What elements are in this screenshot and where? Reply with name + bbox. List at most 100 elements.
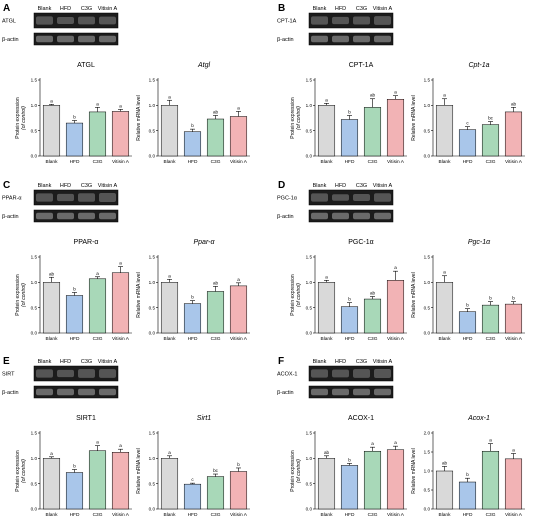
bar bbox=[183, 483, 202, 510]
blot-row-label: β-actin bbox=[277, 37, 294, 43]
chart-title: PPAR-α bbox=[74, 239, 99, 246]
bar bbox=[317, 282, 336, 334]
western-blot: Blank HFD C3G Vitisin A PPAR-α β-actin bbox=[2, 183, 119, 223]
significance-letter: a bbox=[168, 450, 171, 455]
bar-chart-acox-1: ACOX-1 Protein expression (of control) 0.0 0… bbox=[290, 415, 407, 518]
blot-lane-label: Vitisin A bbox=[373, 359, 393, 365]
significance-letter: ab bbox=[213, 109, 219, 114]
significance-letter: a bbox=[50, 451, 53, 456]
blot-strip bbox=[308, 12, 394, 29]
bar bbox=[504, 303, 523, 334]
western-blot: Blank HFD C3G Vitisin A ACOX-1 β-actin bbox=[277, 359, 394, 399]
bar bbox=[458, 481, 477, 510]
bar bbox=[340, 119, 359, 157]
significance-letter: a bbox=[443, 93, 446, 98]
blot-band bbox=[374, 388, 391, 396]
blot-strip bbox=[33, 12, 119, 29]
bar bbox=[111, 272, 130, 334]
blot-band bbox=[57, 388, 74, 396]
x-tick-label: Blank bbox=[439, 336, 452, 342]
y-tick-label: 1.0 bbox=[31, 103, 38, 108]
x-tick-label: C3G bbox=[486, 512, 496, 518]
y-tick-label: 0.0 bbox=[149, 507, 156, 512]
blot-band bbox=[57, 193, 74, 202]
x-tick-label: C3G bbox=[368, 512, 378, 518]
y-tick-label: 1.0 bbox=[149, 456, 156, 461]
x-tick-label: Vitisin A bbox=[505, 159, 523, 165]
y-axis-label: Relative mRNA level bbox=[136, 272, 142, 318]
blot-band bbox=[36, 35, 53, 43]
bar bbox=[386, 99, 405, 157]
blot-band bbox=[353, 388, 370, 396]
bar bbox=[340, 465, 359, 510]
x-tick-label: C3G bbox=[486, 336, 496, 342]
significance-letter: b bbox=[191, 123, 194, 128]
blot-row-label: SIRT bbox=[2, 372, 15, 378]
significance-letter: a bbox=[489, 438, 492, 443]
bar bbox=[435, 282, 454, 334]
x-tick-label: HFD bbox=[345, 512, 355, 518]
x-tick-label: C3G bbox=[93, 512, 103, 518]
blot-lane-label: HFD bbox=[60, 6, 71, 12]
x-tick-label: Vitisin A bbox=[230, 512, 248, 518]
blot-row-label: ATGL bbox=[2, 19, 16, 25]
x-tick-label: Blank bbox=[164, 336, 177, 342]
x-tick-label: Blank bbox=[321, 512, 334, 518]
y-axis-label: Relative mRNA level bbox=[411, 95, 417, 141]
blot-band bbox=[311, 212, 328, 220]
chart-title: SIRT1 bbox=[76, 415, 96, 422]
significance-letter: ab bbox=[49, 271, 55, 276]
x-tick-label: Vitisin A bbox=[112, 512, 130, 518]
blot-band bbox=[57, 17, 74, 24]
x-tick-label: Vitisin A bbox=[112, 159, 130, 165]
y-tick-label: 0.0 bbox=[149, 154, 156, 159]
panel-c: C Blank HFD C3G Vitisin A PPAR-α β-actin PPAR-α… bbox=[2, 180, 250, 342]
bar bbox=[183, 303, 202, 334]
y-tick-label: 0.5 bbox=[306, 128, 313, 133]
significance-letter: b bbox=[73, 286, 76, 291]
y-tick-label: 0.5 bbox=[424, 128, 431, 133]
y-tick-label: 0.5 bbox=[306, 305, 313, 310]
x-tick-label: C3G bbox=[368, 159, 378, 165]
x-tick-label: HFD bbox=[188, 512, 198, 518]
significance-letter: a bbox=[237, 105, 240, 110]
blot-lane-label: C3G bbox=[81, 359, 92, 365]
x-tick-label: Blank bbox=[164, 159, 177, 165]
y-axis-label: (of control) bbox=[296, 459, 302, 483]
blot-lane-label: HFD bbox=[60, 183, 71, 189]
bar bbox=[160, 105, 179, 157]
y-tick-label: 1.0 bbox=[149, 103, 156, 108]
x-tick-label: Blank bbox=[46, 336, 59, 342]
blot-lane-label: Blank bbox=[313, 6, 327, 12]
x-tick-label: Vitisin A bbox=[387, 159, 405, 165]
blot-band bbox=[332, 212, 349, 220]
bar-chart-acox-1: Acox-1 Relative mRNA level 0.0 0.5 1.0 1.5 2.0… bbox=[411, 415, 525, 518]
blot-row-label: CPT-1A bbox=[277, 19, 297, 25]
significance-letter: b bbox=[466, 472, 469, 477]
x-tick-label: C3G bbox=[368, 336, 378, 342]
significance-letter: ab bbox=[213, 280, 219, 285]
bar bbox=[206, 291, 225, 334]
y-tick-label: 1.5 bbox=[31, 78, 38, 83]
blot-lane-label: C3G bbox=[81, 6, 92, 12]
bar bbox=[363, 298, 382, 334]
y-axis-label: (of control) bbox=[21, 283, 27, 307]
y-tick-label: 0.5 bbox=[306, 481, 313, 486]
blot-lane-label: Vitisin A bbox=[373, 183, 393, 189]
bar-chart-pgc-1-: PGC-1α Protein expression (of control) 0.0 0… bbox=[290, 239, 407, 342]
y-tick-label: 0.5 bbox=[149, 128, 156, 133]
chart-title: CPT-1A bbox=[349, 62, 374, 69]
x-tick-label: Blank bbox=[164, 512, 177, 518]
bar bbox=[458, 129, 477, 157]
significance-letter: a bbox=[50, 98, 53, 103]
significance-letter: a bbox=[325, 97, 328, 102]
x-tick-label: HFD bbox=[70, 159, 80, 165]
y-tick-label: 1.5 bbox=[424, 78, 431, 83]
blot-band bbox=[311, 388, 328, 396]
y-axis-label: Protein expression bbox=[290, 97, 296, 139]
blot-lane-label: Vitisin A bbox=[98, 359, 118, 365]
y-tick-label: 1.0 bbox=[424, 280, 431, 285]
x-tick-label: HFD bbox=[463, 512, 473, 518]
y-tick-label: 0.0 bbox=[31, 331, 38, 336]
x-tick-label: Vitisin A bbox=[505, 336, 523, 342]
